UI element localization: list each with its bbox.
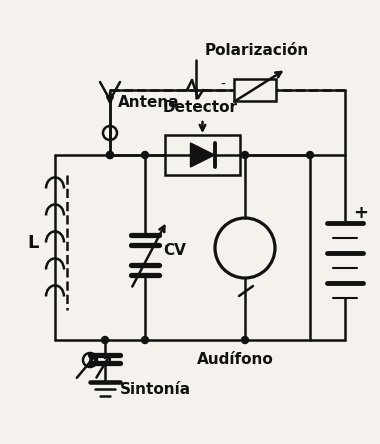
Circle shape <box>242 337 249 344</box>
Circle shape <box>307 151 314 159</box>
Circle shape <box>141 151 149 159</box>
Text: Sintonía: Sintonía <box>120 382 191 397</box>
Polygon shape <box>190 143 214 167</box>
Text: +: + <box>353 203 368 222</box>
Text: Antena: Antena <box>118 95 180 110</box>
Text: -: - <box>220 78 225 92</box>
Text: L: L <box>27 234 39 251</box>
Circle shape <box>101 337 109 344</box>
Text: Detector: Detector <box>163 100 238 115</box>
Circle shape <box>141 337 149 344</box>
Circle shape <box>106 151 114 159</box>
Circle shape <box>242 151 249 159</box>
Text: CV: CV <box>163 242 186 258</box>
Circle shape <box>106 151 114 159</box>
Bar <box>165 135 240 175</box>
Text: Audífono: Audífono <box>196 352 273 367</box>
Text: Polarización: Polarización <box>205 43 309 58</box>
Bar <box>234 79 276 101</box>
